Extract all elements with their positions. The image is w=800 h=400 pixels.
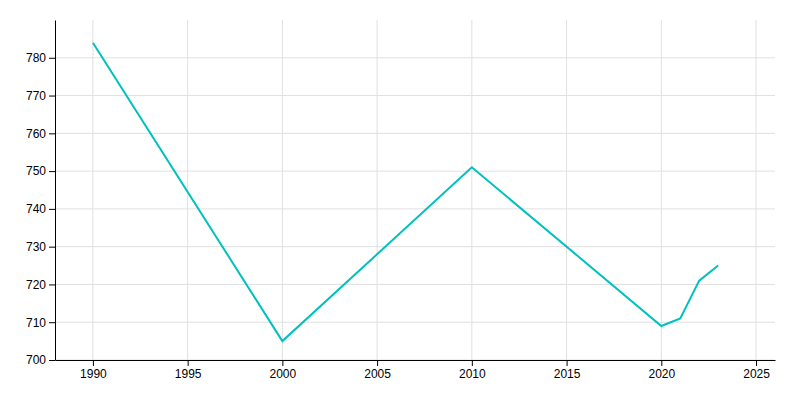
x-tick-mark — [567, 360, 568, 366]
grid-line-y — [55, 133, 775, 134]
x-tick-mark — [93, 360, 94, 366]
grid-line-x — [282, 20, 283, 360]
y-tick-label: 720 — [26, 278, 46, 292]
grid-line-y — [55, 360, 775, 361]
y-tick: 720 — [26, 278, 55, 292]
x-tick-label: 2015 — [554, 367, 581, 381]
y-tick-mark — [49, 171, 55, 172]
y-tick: 700 — [26, 353, 55, 367]
y-tick-label: 750 — [26, 164, 46, 178]
y-tick-label: 700 — [26, 353, 46, 367]
y-tick: 780 — [26, 51, 55, 65]
grid-line-x — [471, 20, 472, 360]
y-tick-label: 780 — [26, 51, 46, 65]
x-tick: 2000 — [270, 360, 297, 381]
y-tick: 730 — [26, 240, 55, 254]
x-tick: 1990 — [80, 360, 107, 381]
x-tick-label: 1990 — [80, 367, 107, 381]
x-tick-label: 2005 — [364, 367, 391, 381]
y-tick-mark — [49, 96, 55, 97]
y-tick-mark — [49, 58, 55, 59]
x-tick-label: 2010 — [459, 367, 486, 381]
grid-line-x — [92, 20, 93, 360]
grid-line-y — [55, 208, 775, 209]
y-axis-line — [55, 21, 56, 361]
y-tick-label: 740 — [26, 202, 46, 216]
y-tick-label: 710 — [26, 316, 46, 330]
x-tick-mark — [756, 360, 757, 366]
y-tick: 710 — [26, 316, 55, 330]
x-tick-mark — [377, 360, 378, 366]
x-tick: 2020 — [648, 360, 675, 381]
y-tick-label: 770 — [26, 89, 46, 103]
grid — [55, 20, 775, 360]
y-tick-mark — [49, 322, 55, 323]
grid-line-y — [55, 322, 775, 323]
grid-line-x — [661, 20, 662, 360]
grid-line-y — [55, 57, 775, 58]
x-axis-line — [56, 360, 776, 361]
y-tick: 760 — [26, 127, 55, 141]
grid-line-y — [55, 171, 775, 172]
y-tick-mark — [49, 360, 55, 361]
x-tick-label: 2025 — [743, 367, 770, 381]
x-tick: 2010 — [459, 360, 486, 381]
y-tick-label: 760 — [26, 127, 46, 141]
grid-line-x — [756, 20, 757, 360]
y-tick-mark — [49, 284, 55, 285]
grid-line-y — [55, 95, 775, 96]
grid-line-y — [55, 284, 775, 285]
x-tick-mark — [661, 360, 662, 366]
y-axis: 700 710 720 730 740 750 760 770 780 — [26, 21, 56, 368]
grid-line-x — [377, 20, 378, 360]
x-tick: 2015 — [554, 360, 581, 381]
x-tick-label: 2020 — [648, 367, 675, 381]
x-tick: 2025 — [743, 360, 770, 381]
y-tick: 740 — [26, 202, 55, 216]
data-line — [93, 43, 718, 341]
grid-line-y — [55, 246, 775, 247]
chart-svg: 1990 1995 2000 2005 2010 2015 2020 2025 700 710 72… — [0, 0, 800, 400]
x-tick-label: 2000 — [270, 367, 297, 381]
y-tick: 770 — [26, 89, 55, 103]
x-tick: 1995 — [175, 360, 202, 381]
x-axis: 1990 1995 2000 2005 2010 2015 2020 2025 — [56, 360, 776, 381]
x-tick: 2005 — [364, 360, 391, 381]
x-tick-mark — [472, 360, 473, 366]
y-tick-mark — [49, 247, 55, 248]
y-tick-mark — [49, 133, 55, 134]
y-tick: 750 — [26, 164, 55, 178]
y-tick-label: 730 — [26, 240, 46, 254]
x-tick-mark — [282, 360, 283, 366]
y-tick-mark — [49, 209, 55, 210]
x-tick-label: 1995 — [175, 367, 202, 381]
chart-container: 1990 1995 2000 2005 2010 2015 2020 2025 700 710 72… — [0, 0, 800, 400]
grid-line-x — [566, 20, 567, 360]
plot-area — [93, 43, 718, 341]
x-tick-mark — [188, 360, 189, 366]
